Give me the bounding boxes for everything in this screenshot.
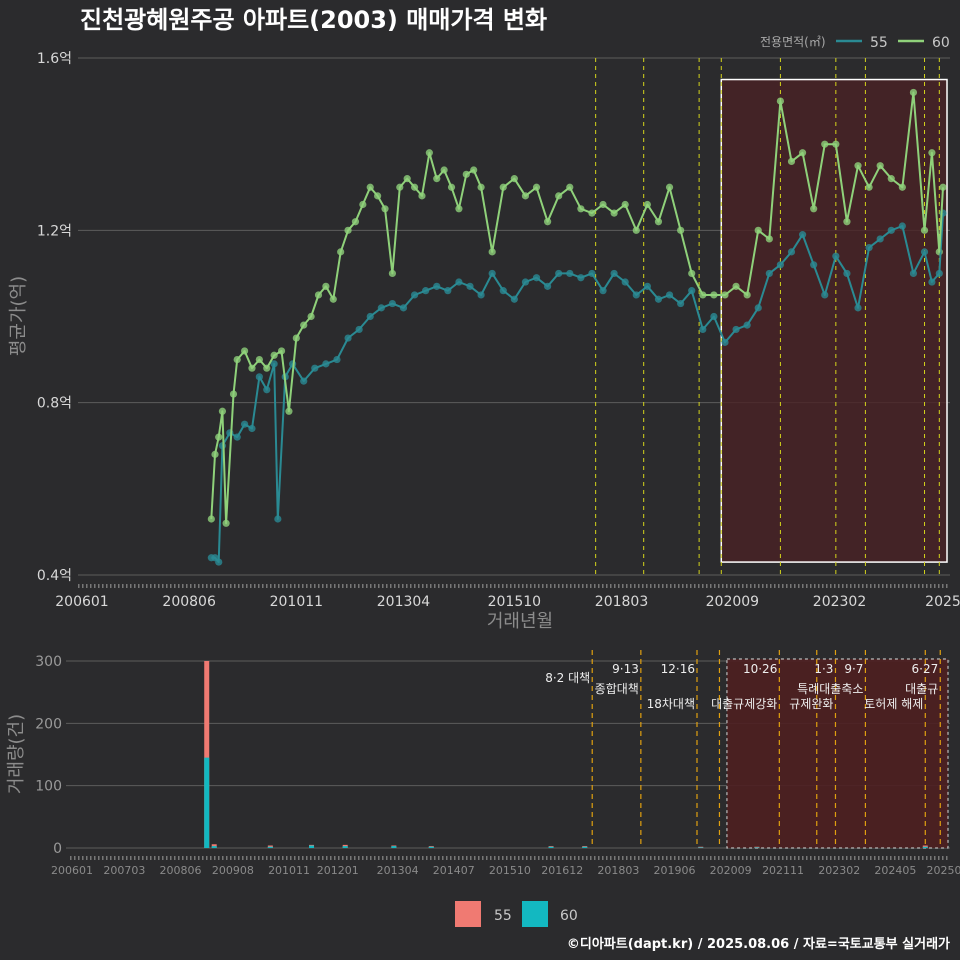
volume-chart: 8·2 대책 9·13 종합대책 12·16 18차대책 10·26 대출규제강화 1·3 규제…	[6, 650, 960, 877]
event-label-date: 12·16	[661, 662, 695, 676]
volume-x-tick-label: 201510	[489, 864, 531, 877]
price-point-60	[939, 183, 947, 191]
volume-x-tick-label: 201906	[654, 864, 696, 877]
volume-x-tick-label: 201803	[597, 864, 639, 877]
event-label-name: 특례대출축소	[797, 682, 863, 696]
price-x-tick-label: 201011	[270, 594, 323, 610]
price-chart: 0.4억 0.8억 1.2억 1.6억 200601 200806 201011 20130…	[8, 51, 960, 632]
price-highlight	[720, 78, 948, 563]
volume-bar-60	[922, 846, 928, 848]
volume-x-tick-label: 20250	[927, 864, 960, 877]
price-y-tick-label: 0.4억	[37, 568, 72, 584]
price-y-tick-label: 1.2억	[37, 223, 72, 239]
event-label-date: 8·2 대책	[545, 670, 590, 685]
volume-x-tick-label: 200703	[103, 864, 145, 877]
volume-bar-60	[428, 846, 434, 848]
volume-highlight-box	[726, 658, 949, 849]
event-label-name: 종합대책	[595, 681, 639, 696]
price-x-tick-label: 200601	[55, 594, 108, 610]
price-y-tick-label: 1.6억	[37, 51, 72, 67]
volume-y-tick-label: 0	[53, 841, 62, 857]
volume-y-axis-title: 거래량(건)	[6, 714, 27, 794]
volume-x-tick-label: 202405	[874, 864, 916, 877]
volume-y-tick-label: 200	[35, 716, 62, 732]
legend-label-55: 55	[870, 35, 888, 51]
price-x-tick-label: 2025	[925, 594, 960, 610]
volume-x-tick-label: 201407	[433, 864, 475, 877]
price-x-tick-label: 201803	[595, 594, 648, 610]
event-label-date: 10·26	[743, 662, 777, 676]
volume-x-tick-label: 201011	[268, 864, 310, 877]
legend-swatch-bar-60	[522, 901, 548, 927]
volume-bar-60	[698, 847, 704, 848]
price-x-tick-label: 202302	[813, 594, 866, 610]
price-x-axis-title: 거래년월	[487, 611, 553, 632]
volume-bar-55	[922, 845, 928, 848]
price-highlight-box	[720, 78, 948, 563]
volume-y-tick-label: 100	[35, 779, 62, 795]
legend-label-60: 60	[932, 35, 950, 51]
price-x-tick-label: 201510	[488, 594, 541, 610]
bottom-legend: 55 60	[455, 901, 578, 927]
price-y-tick-label: 0.8억	[37, 396, 72, 412]
volume-bar-60	[391, 846, 397, 848]
volume-bar-60	[582, 846, 588, 848]
price-x-ticks: 200601 200806 201011 201304 201510 201803 2020…	[55, 594, 960, 610]
legend-title: 전용면적(㎡)	[760, 35, 826, 49]
event-label-date: 9·7	[844, 662, 863, 676]
volume-y-ticks: 0 100 200 300	[35, 654, 62, 857]
legend-bar-label-60: 60	[560, 908, 578, 924]
volume-x-tick-label: 200806	[160, 864, 202, 877]
volume-bar-60	[211, 846, 217, 848]
volume-bar-60	[309, 845, 315, 848]
volume-bar-55	[267, 845, 273, 848]
volume-bar-60	[267, 846, 273, 848]
volume-x-tick-label: 200601	[51, 864, 93, 877]
event-label-name: 토허제 해제	[864, 697, 923, 711]
top-legend: 전용면적(㎡) 55 60	[760, 35, 950, 51]
price-line-60	[210, 91, 944, 525]
event-label-name: 대출규	[905, 682, 938, 696]
volume-x-tick-label: 200908	[212, 864, 254, 877]
price-y-axis-title: 평균가(억)	[8, 276, 29, 356]
volume-bars	[204, 661, 928, 848]
volume-x-tick-label: 202009	[710, 864, 752, 877]
volume-y-tick-label: 300	[35, 654, 62, 670]
price-y-ticks: 0.4억 0.8억 1.2억 1.6억	[37, 51, 72, 584]
volume-x-ticks: 200601 200703 200806 200908 201011 201201 2013…	[51, 864, 960, 877]
price-gridlines	[78, 57, 950, 588]
volume-x-tick-label: 201612	[541, 864, 583, 877]
chart-title: 진천광혜원주공 아파트(2003) 매매가격 변화	[80, 6, 547, 34]
price-line-55	[211, 213, 944, 564]
volume-x-tick-label: 202302	[818, 864, 860, 877]
price-series-lines	[210, 91, 944, 564]
price-x-tick-label: 202009	[706, 594, 759, 610]
volume-x-tick-label: 201201	[317, 864, 359, 877]
event-label-date: 6·27	[912, 662, 939, 676]
footer-credit: ©디아파트(dapt.kr) / 2025.08.06 / 자료=국토교통부 실…	[567, 936, 950, 952]
event-label-name: 규제완화	[789, 697, 833, 711]
volume-bar-60	[204, 757, 210, 848]
event-label-name: 대출규제강화	[711, 697, 777, 711]
volume-bar-60	[754, 847, 760, 848]
volume-bar-55	[204, 661, 210, 848]
volume-x-tick-label: 202111	[762, 864, 804, 877]
price-x-tick-label: 201304	[377, 594, 431, 610]
price-x-tick-label: 200806	[162, 594, 216, 610]
event-label-name: 18차대책	[647, 696, 695, 711]
volume-event-lines: 8·2 대책 9·13 종합대책 12·16 18차대책 10·26 대출규제강화 1·3 규제…	[545, 650, 941, 848]
volume-highlight	[726, 658, 949, 849]
event-label-date: 1·3	[814, 662, 833, 676]
volume-bar-60	[342, 846, 348, 848]
event-label-date: 9·13	[612, 662, 639, 676]
legend-swatch-bar-55	[455, 901, 481, 927]
volume-bar-60	[548, 846, 554, 848]
volume-x-tick-label: 201304	[377, 864, 419, 877]
legend-bar-label-55: 55	[494, 908, 512, 924]
